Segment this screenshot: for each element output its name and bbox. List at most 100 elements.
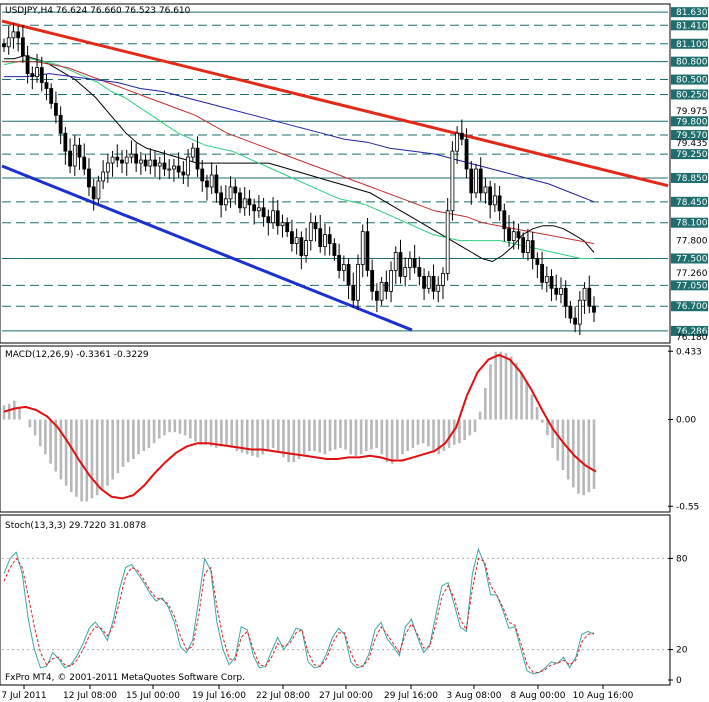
price-axis-tick-label: 79.975: [676, 107, 708, 117]
price-level-label: 79.250: [676, 150, 708, 160]
candle-body: [384, 281, 389, 292]
price-level-label: 76.286: [676, 327, 708, 337]
price-level-box: [671, 217, 708, 228]
stoch-main-line: [3, 547, 595, 675]
time-axis-label: 27 Jul 00:00: [319, 691, 373, 701]
price-pane[interactable]: 81.630 81.410 81.100 80.800 80.500 80.250 79.8…: [0, 3, 708, 344]
candle-body: [200, 168, 205, 182]
candle-body: [6, 37, 11, 48]
candle-body: [275, 210, 280, 227]
price-level-box: [671, 89, 708, 100]
candle-body: [469, 168, 474, 194]
candle-body: [20, 37, 25, 57]
stoch-header: Stoch(13,3,3) 29.7220 31.0878: [5, 521, 146, 531]
stoch-pane-border: [0, 514, 671, 686]
price-axis: 81.630 81.410 81.100 80.800 80.500 80.250 79.8…: [671, 7, 708, 343]
candle-body: [587, 287, 592, 307]
price-level-box: [671, 301, 708, 312]
time-axis-label: 7 Jul 2011: [1, 691, 46, 701]
price-level-box: [671, 38, 708, 49]
candle-body: [58, 114, 63, 134]
candle-body: [422, 275, 426, 289]
price-level-box: [671, 196, 708, 207]
candle-body: [544, 275, 549, 283]
candle-body: [511, 231, 516, 242]
time-axis-label: 8 Aug 00:00: [511, 691, 566, 701]
price-level-label: 77.050: [676, 281, 708, 291]
candle-body: [540, 264, 544, 283]
candle-body: [459, 132, 464, 140]
candle-body: [365, 231, 370, 271]
support-trendline: [1, 164, 413, 332]
price-level-label: 77.500: [676, 254, 708, 264]
candle-body: [2, 43, 6, 48]
stoch-axis-label: 20: [676, 646, 688, 656]
candle-body: [285, 222, 290, 233]
candle-body: [308, 222, 313, 242]
stoch-signal-line: [3, 557, 595, 673]
stochastic-pane[interactable]: 80 20 0 Stoch(13,3,3) 29.7220 31.0878 FxPr…: [0, 514, 688, 686]
candle-body: [63, 132, 68, 152]
time-axis-label: 29 Jul 16:00: [384, 691, 438, 701]
candle-body: [318, 228, 323, 247]
price-level-box: [671, 116, 708, 127]
candle-body: [478, 168, 483, 194]
candle-body: [195, 147, 200, 170]
price-candles: [2, 22, 596, 335]
candle-body: [205, 180, 209, 188]
candle-body: [247, 198, 252, 206]
candle-body: [502, 210, 507, 230]
candle-body: [436, 284, 441, 292]
candle-body: [124, 156, 129, 164]
candle-body: [370, 270, 375, 292]
price-axis-tick-label: 77.260: [676, 269, 708, 279]
candle-body: [327, 234, 332, 244]
candle-body: [568, 305, 573, 319]
candle-body: [521, 237, 526, 253]
price-level-label: 76.700: [676, 302, 708, 312]
candle-body: [464, 138, 469, 170]
candle-body: [516, 231, 521, 239]
candle-body: [592, 305, 596, 313]
candle-body: [87, 168, 91, 188]
moving-averages: [3, 55, 595, 263]
price-level-box: [671, 172, 708, 183]
price-level-box: [671, 253, 708, 264]
candle-body: [403, 267, 408, 277]
resistance-trendline: [1, 19, 669, 188]
candle-body: [157, 162, 162, 167]
candle-body: [526, 240, 530, 253]
candle-body: [294, 237, 299, 244]
candle-body: [290, 231, 294, 244]
candle-body: [190, 147, 195, 158]
price-level-box: [671, 20, 708, 31]
candle-body: [105, 162, 110, 173]
time-axis: 7 Jul 2011 12 Jul 08:00 15 Jul 00:00 19 Jul…: [1, 685, 634, 701]
candle-body: [323, 234, 327, 247]
candle-body: [115, 156, 120, 161]
candle-body: [120, 159, 124, 164]
candle-body: [167, 168, 172, 171]
price-level-box: [671, 74, 708, 85]
candle-body: [256, 207, 261, 212]
candle-body: [143, 159, 148, 167]
candle-body: [39, 67, 44, 83]
candle-body: [474, 168, 478, 194]
candle-body: [507, 228, 511, 242]
price-level-box: [671, 280, 708, 291]
candle-body: [280, 222, 285, 227]
candle-body: [417, 267, 422, 277]
candle-body: [408, 258, 412, 268]
candle-body: [223, 198, 228, 206]
copyright-footer: FxPro MT4, © 2001-2011 MetaQuotes Softwa…: [5, 673, 245, 683]
candle-body: [134, 153, 139, 164]
candle-body: [162, 162, 167, 170]
macd-pane[interactable]: 0.433 0.00 -0.55 MACD(12,26,9) -0.3361 -0.…: [0, 345, 702, 513]
macd-axis-label: 0.433: [676, 347, 702, 357]
price-level-label: 79.800: [676, 117, 708, 127]
price-level-label: 80.800: [676, 58, 708, 68]
candle-body: [101, 171, 106, 182]
candle-body: [431, 275, 436, 292]
candle-body: [450, 150, 455, 212]
